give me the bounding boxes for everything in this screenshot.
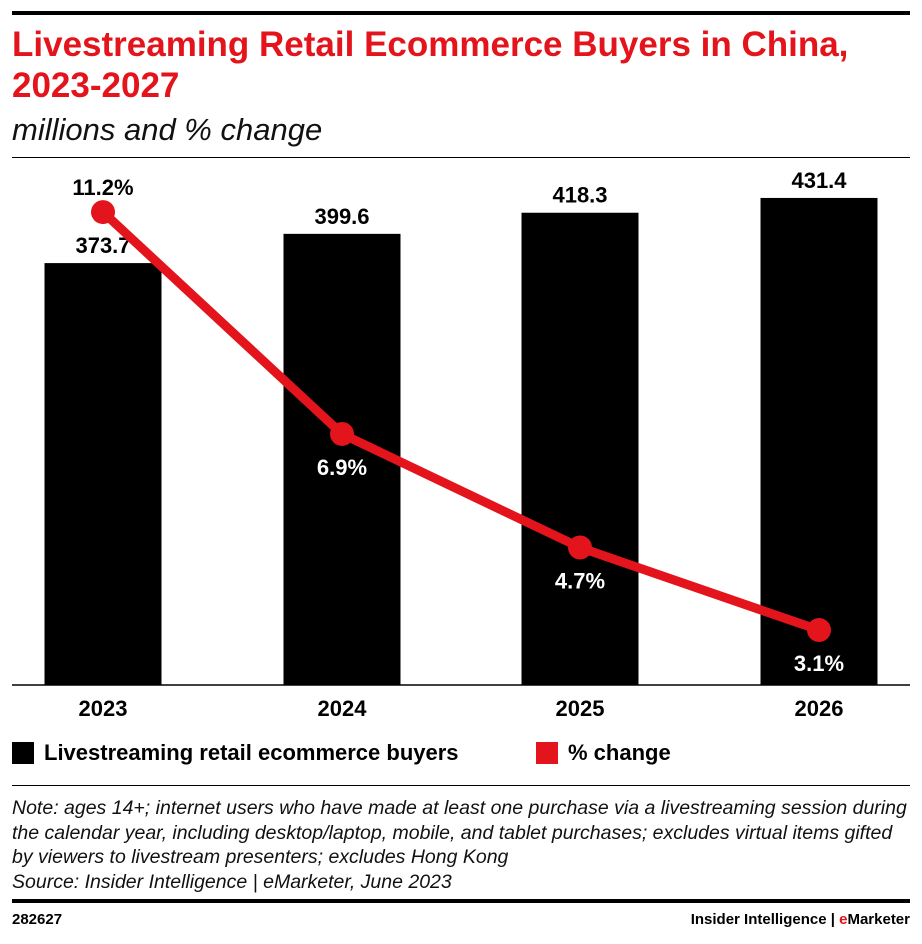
chart-id: 282627 <box>12 911 63 928</box>
legend-swatch-line <box>536 742 558 764</box>
note-text: Note: ages 14+; internet users who have … <box>12 796 912 894</box>
chart-title: Livestreaming Retail Ecommerce Buyers in… <box>12 25 849 105</box>
header-rule <box>12 157 910 158</box>
line-point <box>91 200 115 225</box>
line-value-label: 4.7% <box>555 568 605 593</box>
line-value-label: 3.1% <box>794 651 844 676</box>
line-series <box>99 208 821 635</box>
bar-value-label: 399.6 <box>314 204 369 229</box>
line-point <box>568 535 592 560</box>
bar <box>283 233 401 685</box>
x-tick-label: 2025 <box>556 696 605 721</box>
bar-value-label: 418.3 <box>552 183 607 208</box>
legend-label-line: % change <box>568 740 671 765</box>
x-tick-label: 2023 <box>79 696 128 721</box>
note: Note: ages 14+; internet users who have … <box>12 797 907 868</box>
note-rule <box>12 785 910 786</box>
bar-value-label: 373.7 <box>75 233 130 258</box>
line-point <box>807 618 831 643</box>
bar-value-label: 431.4 <box>791 168 847 193</box>
legend-label-bars: Livestreaming retail ecommerce buyers <box>44 740 459 765</box>
brand: Insider Intelligence | eMarketer <box>691 911 910 928</box>
source: Source: Insider Intelligence | eMarketer… <box>12 870 452 893</box>
chart-subtitle: millions and % change <box>12 112 323 147</box>
line-value-label: 6.9% <box>317 455 367 480</box>
legend-swatch-bars <box>12 742 34 764</box>
footer-rule <box>12 899 910 903</box>
bar <box>521 212 639 685</box>
line-point <box>330 421 354 446</box>
x-tick-label: 2026 <box>795 696 844 721</box>
bar <box>44 263 162 685</box>
brand-part: Insider Intelligence | <box>690 911 840 928</box>
brand-part: Marketer <box>847 911 910 928</box>
line-value-label: 11.2% <box>72 175 133 200</box>
bar <box>760 197 878 685</box>
top-rule <box>12 11 910 15</box>
legend-item-line: % change <box>536 740 671 766</box>
legend-item-bars: Livestreaming retail ecommerce buyers <box>12 740 459 766</box>
brand-e: e <box>839 911 848 928</box>
x-tick-label: 2024 <box>318 696 368 721</box>
plot-area: 373.7 399.6 418.3 431.4 2023 2024 2025 2026 11.2… <box>12 168 910 721</box>
